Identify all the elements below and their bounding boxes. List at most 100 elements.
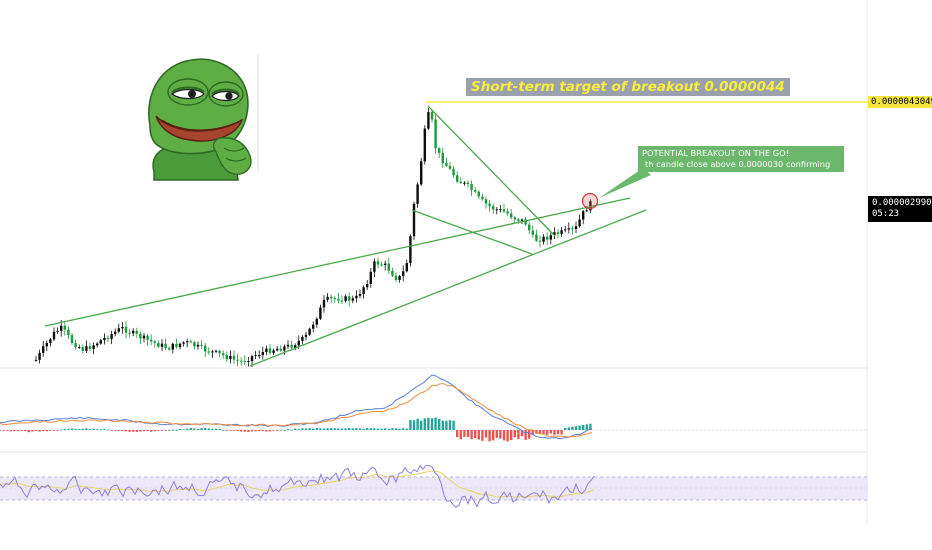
macd-histogram-bar [502,430,506,441]
macd-histogram-bar [384,428,387,430]
candle-body [405,263,408,272]
candle-body [556,232,560,234]
candle-body [283,346,286,351]
macd-histogram-bar [326,428,329,430]
candle-body [369,271,372,285]
candle-body [236,359,239,361]
macd-histogram-bar [398,428,401,430]
macd-histogram-bar [470,430,473,440]
macd-histogram-bar [571,426,574,430]
candle-body [128,332,131,334]
candle-body [445,163,448,166]
candle-body [186,341,189,343]
candle-body [340,300,344,302]
macd-histogram-bar [117,430,120,431]
candle-body [290,344,293,348]
candle-body [160,343,164,347]
macd-histogram-bar [546,430,549,435]
macd-histogram-bar [9,430,12,432]
candle-body [247,361,250,363]
macd-histogram-bar [427,417,430,430]
macd-histogram-bar [160,430,164,431]
macd-histogram [0,417,592,442]
macd-histogram-bar [412,420,416,430]
macd-histogram-bar [448,420,452,430]
bar-countdown: 05:23 [872,209,900,219]
candle-body [38,352,41,360]
macd-histogram-bar [456,430,459,438]
macd-histogram-bar [582,424,585,430]
candle-body [207,351,210,353]
candle-body [438,148,441,153]
macd-histogram-bar [506,430,509,442]
candle-body [294,345,297,348]
breakout-annotation[interactable]: POTENTIAL BREAKOUT ON THE GO! th candle … [638,146,844,172]
candle-body [531,230,534,235]
candle-body [150,339,153,342]
candle-body [560,230,563,234]
macd-histogram-bar [362,428,365,430]
candle-body [376,261,380,265]
macd-histogram-bar [358,428,362,430]
macd-histogram-bar [369,428,372,430]
macd-histogram-bar [351,428,354,430]
macd-histogram-bar [578,425,581,430]
candle-body [268,348,272,353]
lower-trendline [249,209,647,367]
macd-histogram-bar [106,429,110,431]
candle-body [380,264,383,266]
macd-histogram-bar [420,420,423,430]
macd-histogram-bar [175,429,178,431]
macd-histogram-bar [405,428,408,430]
macd-histogram-bar [42,430,45,432]
candle-body [448,165,452,169]
macd-histogram-bar [96,429,99,431]
candle-body [85,346,88,351]
candle-body [52,331,56,340]
macd-histogram-bar [268,430,272,432]
candle-body [319,307,322,319]
candle-body [96,343,99,346]
macd-histogram-bar [283,429,286,431]
candle-body [92,345,95,350]
candle-body [121,326,124,329]
current-price-tag: 0.00000299010 05:23 [868,196,932,222]
candle-body [484,199,488,204]
macd-histogram-bar [322,428,326,430]
candle-body [420,161,423,185]
candle-body [477,191,480,197]
macd-histogram-bar [16,430,20,432]
macd-histogram-bar [31,430,34,432]
candle-body [286,344,290,347]
macd-histogram-bar [92,428,95,430]
candle-body [157,342,160,347]
wedge-top-line [427,105,556,237]
candle-body [412,203,416,237]
macd-histogram-bar [531,430,534,435]
macd-histogram-bar [63,428,66,430]
macd-histogram-bar [560,430,563,435]
macd-histogram-bar [88,428,92,430]
macd-histogram-bar [387,428,390,430]
candle-body [70,335,74,344]
macd-histogram-bar [232,430,236,431]
macd-histogram-bar [344,428,347,430]
breakout-marker [581,192,599,210]
candle-body [409,236,412,264]
macd-histogram-bar [517,430,520,439]
macd-histogram-bar [520,430,524,437]
candle-body [499,209,502,211]
macd-histogram-bar [164,430,167,431]
target-annotation[interactable]: Short-term target of breakout 0.0000044 [466,78,790,96]
macd-histogram-bar [319,428,322,430]
macd-histogram-bar [589,423,592,430]
upper-trendline [44,197,631,327]
macd-histogram-bar [218,428,221,430]
macd-histogram-bar [81,428,84,430]
macd-histogram-bar [488,430,491,442]
macd-histogram-bar [56,430,59,431]
macd-histogram-bar [20,430,23,431]
macd-histogram-bar [355,428,358,430]
macd-histogram-bar [99,429,102,431]
